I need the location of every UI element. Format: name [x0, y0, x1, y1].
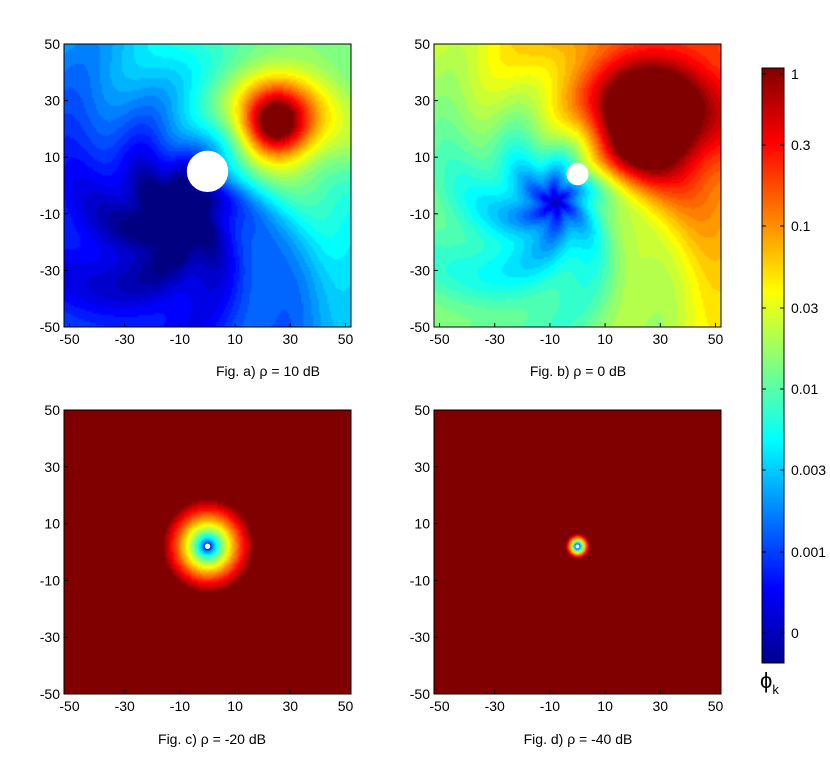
y-tick-label: 30	[414, 459, 430, 475]
heatmap-c	[64, 410, 351, 694]
colorbar-tick-label: 0.001	[791, 544, 826, 560]
y-tick-label: -10	[40, 206, 60, 222]
x-tick-label: -50	[59, 698, 79, 714]
x-tick-label: 10	[227, 698, 243, 714]
x-tick-label: 50	[338, 698, 354, 714]
panel-a: -50 -30 -10 10 30 50 50 30 10 -10 -30 -50 Fig. a) ρ…	[40, 36, 354, 379]
panel-c: -50 -30 -10 10 30 50 50 30 10 -10 -30 -50 Fig. c) ρ…	[40, 402, 354, 747]
caption-c: Fig. c) ρ = -20 dB	[158, 731, 266, 747]
y-tick-label: 30	[414, 93, 430, 109]
y-tick-label: 50	[44, 402, 60, 418]
heatmap-b	[434, 44, 721, 327]
x-tick-label: -30	[485, 698, 505, 714]
x-tick-label: 30	[652, 331, 668, 347]
hole-marker-d	[575, 544, 580, 549]
y-tick-label: 10	[44, 149, 60, 165]
x-tick-label: -30	[485, 331, 505, 347]
y-tick-label: -10	[410, 206, 430, 222]
panel-d: -50 -30 -10 10 30 50 50 30 10 -10 -30 -50 Fig. d) ρ…	[410, 402, 724, 747]
plot-frame-d	[433, 409, 722, 695]
y-tick-label: -10	[410, 572, 430, 588]
colorbar-tick-label: 0.3	[791, 137, 811, 153]
x-tick-label: -50	[429, 698, 449, 714]
plot-frame-b	[433, 43, 722, 328]
hole-marker-c	[204, 543, 211, 550]
y-tick-label: -10	[40, 572, 60, 588]
colorbar: 1 0.3 0.1 0.03 0.01 0.003 0.001 0 ϕk	[760, 66, 826, 697]
y-tick-label: -50	[40, 319, 60, 335]
y-tick-label: -30	[410, 629, 430, 645]
y-tick-label: -30	[40, 262, 60, 278]
colorbar-gradient	[761, 67, 785, 664]
colorbar-tick-label: 0.003	[791, 462, 826, 478]
x-tick-label: -10	[540, 331, 560, 347]
axis-ticks-b: -50 -30 -10 10 30 50 50 30 10 -10 -30 -50	[410, 36, 724, 347]
y-tick-label: 50	[44, 36, 60, 52]
x-tick-label: 10	[597, 331, 613, 347]
hole-marker-b	[566, 163, 589, 186]
x-tick-label: -30	[115, 698, 135, 714]
y-tick-label: 10	[414, 149, 430, 165]
x-tick-label: -10	[170, 331, 190, 347]
x-tick-label: 50	[338, 331, 354, 347]
x-tick-label: -10	[540, 698, 560, 714]
y-tick-label: -30	[410, 262, 430, 278]
x-tick-label: -10	[170, 698, 190, 714]
x-tick-label: 10	[227, 331, 243, 347]
y-tick-label: 50	[414, 36, 430, 52]
x-tick-label: 30	[282, 698, 298, 714]
heatmap-d	[434, 410, 721, 694]
caption-d: Fig. d) ρ = -40 dB	[524, 731, 633, 747]
hole-marker-a	[186, 150, 229, 193]
axis-ticks-a: -50 -30 -10 10 30 50 50 30 10 -10 -30 -50	[40, 36, 354, 347]
colorbar-tick-label: 0	[791, 625, 799, 641]
colorbar-ticks: 1 0.3 0.1 0.03 0.01 0.003 0.001 0	[762, 66, 826, 641]
x-tick-label: 50	[708, 331, 724, 347]
x-tick-label: -50	[429, 331, 449, 347]
y-tick-label: -30	[40, 629, 60, 645]
x-tick-label: 10	[597, 698, 613, 714]
colorbar-tick-label: 0.03	[791, 300, 818, 316]
x-tick-label: -30	[115, 331, 135, 347]
y-tick-label: 10	[414, 516, 430, 532]
plot-frame-a	[63, 43, 352, 328]
y-tick-label: 10	[44, 516, 60, 532]
y-tick-label: -50	[410, 319, 430, 335]
x-tick-label: 30	[282, 331, 298, 347]
colorbar-tick-label: 0.1	[791, 218, 811, 234]
axis-ticks-c: -50 -30 -10 10 30 50 50 30 10 -10 -30 -50	[40, 402, 354, 714]
y-tick-label: -50	[410, 686, 430, 702]
caption-b: Fig. b) ρ = 0 dB	[530, 363, 626, 379]
colorbar-tick-label: 0.01	[791, 381, 818, 397]
x-tick-label: 50	[708, 698, 724, 714]
y-tick-label: -50	[40, 686, 60, 702]
x-tick-label: -50	[59, 331, 79, 347]
colorbar-label: ϕk	[760, 668, 779, 697]
y-tick-label: 50	[414, 402, 430, 418]
y-tick-label: 30	[44, 459, 60, 475]
colorbar-tick-label: 1	[791, 66, 799, 82]
y-tick-label: 30	[44, 93, 60, 109]
caption-a: Fig. a) ρ = 10 dB	[216, 363, 320, 379]
plot-frame-c	[63, 409, 352, 695]
panel-b: -50 -30 -10 10 30 50 50 30 10 -10 -30 -50 Fig. b) ρ…	[410, 36, 724, 379]
x-tick-label: 30	[652, 698, 668, 714]
axis-ticks-d: -50 -30 -10 10 30 50 50 30 10 -10 -30 -50	[410, 402, 724, 714]
